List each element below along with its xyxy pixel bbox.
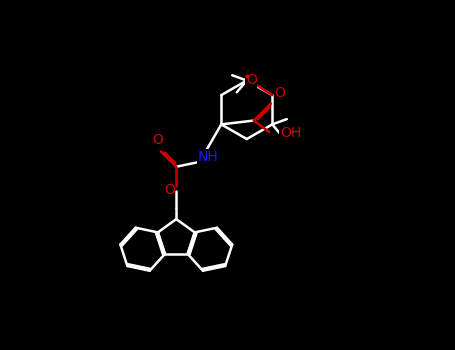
- Text: NH: NH: [197, 150, 218, 164]
- Text: OH: OH: [280, 126, 301, 140]
- Text: N: N: [277, 89, 287, 103]
- Text: O: O: [152, 133, 163, 147]
- Text: O: O: [246, 74, 257, 88]
- Text: O: O: [275, 86, 286, 100]
- Text: O: O: [164, 183, 175, 197]
